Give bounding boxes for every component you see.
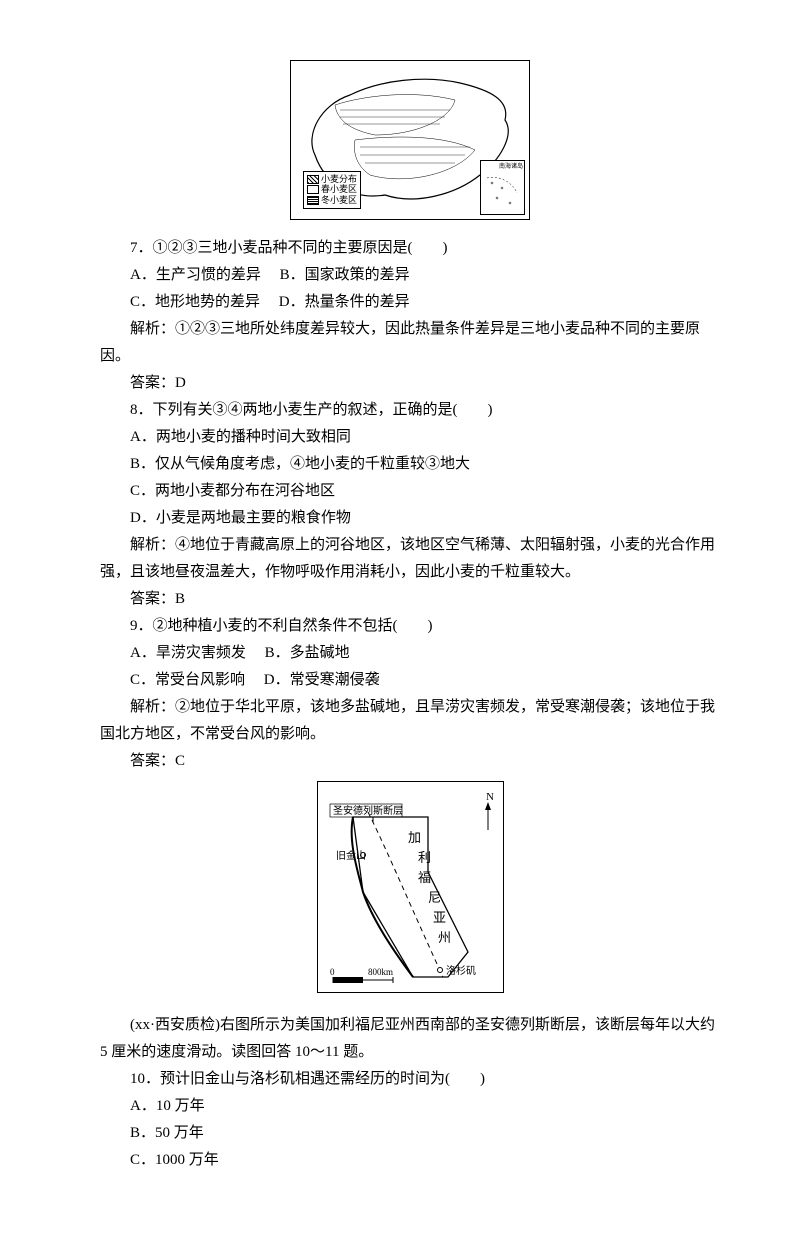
q8-opt-c: C．两地小麦都分布在河谷地区 bbox=[100, 478, 720, 505]
document-page: 小麦分布 春小麦区 冬小麦区 南海诸岛 7．①②③三地小麦品种不同的主要原因是(… bbox=[0, 0, 800, 1234]
sf-label: 旧金山 bbox=[336, 849, 366, 862]
north-label: N bbox=[486, 791, 494, 803]
q9-explanation: 解析：②地位于华北平原，该地多盐碱地，且旱涝灾害频发，常受寒潮侵袭；该地位于我国… bbox=[100, 694, 720, 748]
q10-intro: (xx·西安质检)右图所示为美国加利福尼亚州西南部的圣安德列斯断层，该断层每年以… bbox=[100, 1012, 720, 1066]
q9-opt-d: D．常受寒潮侵袭 bbox=[264, 672, 380, 688]
q8-answer: 答案：B bbox=[100, 586, 720, 613]
q7-answer: 答案：D bbox=[100, 370, 720, 397]
state-char: 福 bbox=[418, 870, 431, 885]
q7-opt-c: C．地形地势的差异 bbox=[130, 294, 260, 310]
california-svg: N 圣安德列斯断层 旧金山 加 利 福 bbox=[318, 782, 503, 992]
q7-opt-d: D．热量条件的差异 bbox=[279, 294, 410, 310]
inset-label: 南海诸岛 bbox=[499, 164, 523, 170]
q9-options-cd: C．常受台风影响 D．常受寒潮侵袭 bbox=[100, 667, 720, 694]
scale-800: 800km bbox=[368, 967, 393, 977]
figure-china-wheat-map: 小麦分布 春小麦区 冬小麦区 南海诸岛 bbox=[100, 60, 720, 225]
q8-explanation: 解析：④地位于青藏高原上的河谷地区，该地区空气稀薄、太阳辐射强，小麦的光合作用强… bbox=[100, 532, 720, 586]
q10-stem: 10．预计旧金山与洛杉矶相遇还需经历的时间为( ) bbox=[100, 1066, 720, 1093]
state-char: 利 bbox=[418, 850, 431, 865]
q7-options-ab: A．生产习惯的差异 B．国家政策的差异 bbox=[100, 262, 720, 289]
q9-options-ab: A．旱涝灾害频发 B．多盐碱地 bbox=[100, 640, 720, 667]
q9-opt-c: C．常受台风影响 bbox=[130, 672, 245, 688]
figure-california-map: N 圣安德列斯断层 旧金山 加 利 福 bbox=[100, 781, 720, 1002]
q8-opt-b: B．仅从气候角度考虑，④地小麦的千粒重较③地大 bbox=[100, 451, 720, 478]
q9-stem: 9．②地种植小麦的不利自然条件不包括( ) bbox=[100, 613, 720, 640]
south-sea-inset: 南海诸岛 bbox=[480, 160, 525, 215]
q10-opt-b: B．50 万年 bbox=[100, 1120, 720, 1147]
map-legend: 小麦分布 春小麦区 冬小麦区 bbox=[303, 171, 361, 209]
state-char: 州 bbox=[438, 930, 451, 945]
state-char: 亚 bbox=[433, 910, 446, 925]
q8-opt-d: D．小麦是两地最主要的粮食作物 bbox=[100, 505, 720, 532]
fault-label: 圣安德列斯断层 bbox=[333, 804, 403, 817]
legend-label: 春小麦区 bbox=[321, 184, 357, 195]
state-char: 加 bbox=[408, 830, 421, 845]
legend-label: 冬小麦区 bbox=[321, 195, 357, 206]
state-char: 尼 bbox=[428, 890, 441, 905]
q7-opt-a: A．生产习惯的差异 bbox=[130, 267, 261, 283]
q8-stem: 8．下列有关③④两地小麦生产的叙述，正确的是( ) bbox=[100, 397, 720, 424]
scale-0: 0 bbox=[330, 967, 335, 977]
q10-opt-a: A．10 万年 bbox=[100, 1093, 720, 1120]
q7-explanation: 解析：①②③三地所处纬度差异较大，因此热量条件差异是三地小麦品种不同的主要原因。 bbox=[100, 316, 720, 370]
cal-frame: N 圣安德列斯断层 旧金山 加 利 福 bbox=[317, 781, 504, 993]
q9-answer: 答案：C bbox=[100, 748, 720, 775]
q9-opt-b: B．多盐碱地 bbox=[265, 645, 350, 661]
q10-opt-c: C．1000 万年 bbox=[100, 1147, 720, 1174]
q9-opt-a: A．旱涝灾害频发 bbox=[130, 645, 246, 661]
q8-opt-a: A．两地小麦的播种时间大致相同 bbox=[100, 424, 720, 451]
q7-options-cd: C．地形地势的差异 D．热量条件的差异 bbox=[100, 289, 720, 316]
q7-opt-b: B．国家政策的差异 bbox=[280, 267, 410, 283]
map-frame: 小麦分布 春小麦区 冬小麦区 南海诸岛 bbox=[290, 60, 530, 220]
legend-label: 小麦分布 bbox=[321, 174, 357, 185]
q7-stem: 7．①②③三地小麦品种不同的主要原因是( ) bbox=[100, 235, 720, 262]
la-label: 洛杉矶 bbox=[446, 964, 476, 977]
